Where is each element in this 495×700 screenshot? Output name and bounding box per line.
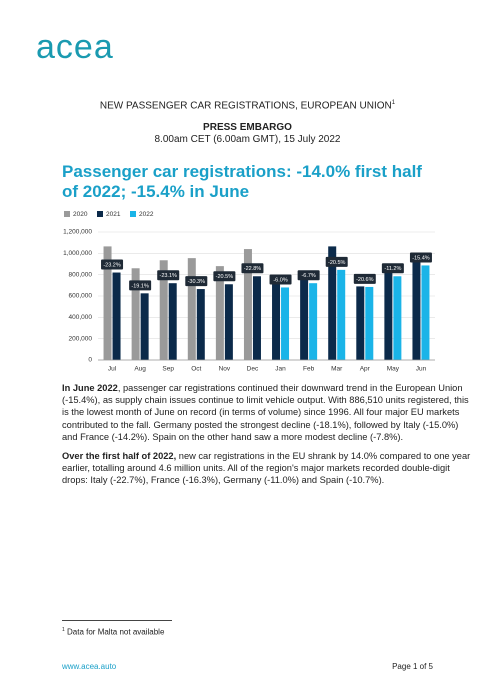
bar xyxy=(384,270,393,360)
paragraph-text: , passenger car registrations continued … xyxy=(62,383,469,442)
change-label-box xyxy=(381,263,404,274)
legend-label: 2020 xyxy=(73,211,88,218)
change-label: -20.5% xyxy=(328,260,346,266)
change-label-box xyxy=(325,256,348,267)
x-tick-label: Nov xyxy=(219,366,231,373)
x-tick-label: May xyxy=(387,366,400,373)
x-tick-label: Aug xyxy=(134,366,146,373)
bar xyxy=(412,254,421,360)
paragraph-lead: Over the first half of 2022, xyxy=(62,451,177,462)
bar xyxy=(393,276,402,360)
bar xyxy=(187,258,196,360)
change-label-box xyxy=(185,276,208,287)
paragraph-text: new car registrations in the EU shrank b… xyxy=(62,451,471,486)
change-label: -6.0% xyxy=(273,277,287,283)
change-label-box xyxy=(409,252,432,263)
bar xyxy=(272,282,281,360)
bar xyxy=(168,283,177,360)
header-title-text: NEW PASSENGER CAR REGISTRATIONS, EUROPEA… xyxy=(99,100,392,112)
paragraph: In June 2022, passenger car registration… xyxy=(62,382,472,443)
change-label: -23.1% xyxy=(159,273,177,279)
legend-label: 2022 xyxy=(139,211,154,218)
x-tick-label: Jul xyxy=(108,366,117,373)
change-label: -11.2% xyxy=(384,266,401,272)
bar xyxy=(131,268,140,360)
change-label: -23.2% xyxy=(103,262,121,268)
bar xyxy=(196,289,205,360)
legend-swatch xyxy=(130,211,136,217)
x-tick-label: Jun xyxy=(416,366,427,373)
bar xyxy=(243,249,252,360)
y-tick-label: 800,000 xyxy=(69,271,93,278)
bar xyxy=(328,246,337,360)
change-label: -6.7% xyxy=(301,273,315,279)
bar xyxy=(356,286,365,360)
bar xyxy=(224,284,233,360)
change-label-box xyxy=(157,270,180,281)
change-label: -30.3% xyxy=(188,279,206,285)
x-tick-label: Dec xyxy=(247,366,259,373)
x-tick-label: Sep xyxy=(162,366,174,373)
bar xyxy=(112,272,121,360)
bar xyxy=(281,287,290,360)
y-tick-label: 1,000,000 xyxy=(63,250,92,257)
y-tick-label: 0 xyxy=(88,357,92,364)
logo: acea xyxy=(36,28,114,66)
change-label: -22.8% xyxy=(244,266,262,272)
change-label-box xyxy=(297,270,320,281)
footer-link[interactable]: www.acea.auto xyxy=(62,662,117,671)
bar xyxy=(300,277,309,360)
body: In June 2022, passenger car registration… xyxy=(62,382,472,487)
x-tick-label: Apr xyxy=(360,366,371,373)
bar xyxy=(365,286,374,360)
footnote-rule xyxy=(62,620,172,621)
y-tick-label: 200,000 xyxy=(69,335,93,342)
change-label-box xyxy=(241,263,264,274)
change-label: -20.5% xyxy=(216,274,234,280)
change-label: -15.4% xyxy=(412,255,430,261)
change-label-box xyxy=(269,274,292,285)
bar xyxy=(421,265,430,360)
footnote-number: 1 xyxy=(62,627,65,633)
embargo: PRESS EMBARGO xyxy=(203,122,292,133)
footnote: 1 Data for Malta not available xyxy=(62,627,164,637)
bar xyxy=(215,266,224,360)
change-label-box xyxy=(129,280,152,291)
headline: Passenger car registrations: -14.0% firs… xyxy=(62,162,422,201)
legend-swatch xyxy=(64,211,70,217)
bar xyxy=(159,260,168,360)
bar xyxy=(103,246,112,360)
change-label-box xyxy=(213,271,236,282)
y-tick-label: 1,200,000 xyxy=(63,229,92,236)
change-label-box xyxy=(101,259,124,270)
change-label: -20.6% xyxy=(356,277,374,283)
footnote-mark: 1 xyxy=(391,100,396,106)
bar xyxy=(309,283,318,360)
change-label: -19.1% xyxy=(131,283,149,289)
legend-label: 2021 xyxy=(106,211,121,218)
header-title: NEW PASSENGER CAR REGISTRATIONS, EUROPEA… xyxy=(0,100,495,111)
x-tick-label: Feb xyxy=(303,366,315,373)
footnote-text: Data for Malta not available xyxy=(67,627,165,637)
change-label-box xyxy=(353,273,376,284)
bar xyxy=(252,276,261,360)
y-tick-label: 600,000 xyxy=(69,293,93,300)
x-tick-label: Oct xyxy=(191,366,201,373)
bar xyxy=(140,293,149,360)
x-tick-label: Jan xyxy=(275,366,286,373)
chart: 0 200,000 400,000 600,000 800,000 1,000,000 1,… xyxy=(63,211,435,373)
embargo-time: 8.00am CET (6.00am GMT), 15 July 2022 xyxy=(154,134,341,145)
x-tick-label: Mar xyxy=(331,366,343,373)
page-number: Page 1 of 5 xyxy=(392,662,433,671)
paragraph-lead: In June 2022 xyxy=(62,383,118,393)
legend-swatch xyxy=(97,211,103,217)
y-tick-label: 400,000 xyxy=(69,314,93,321)
bar xyxy=(337,269,346,360)
paragraph: Over the first half of 2022, new car reg… xyxy=(62,450,472,487)
